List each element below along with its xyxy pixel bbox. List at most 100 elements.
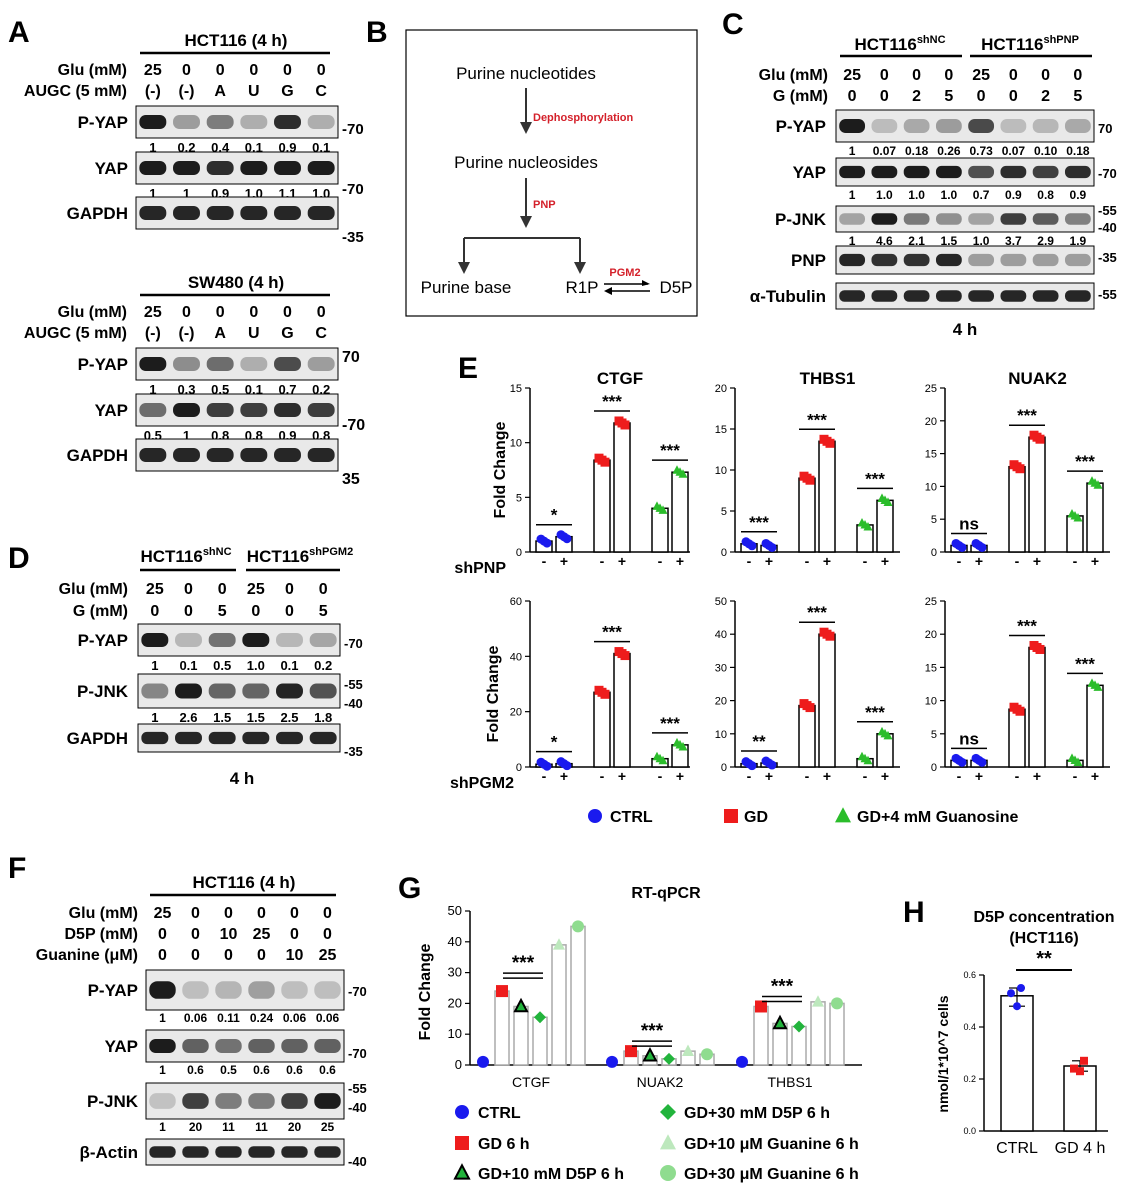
lane-value: 0 — [150, 603, 159, 620]
band — [215, 1093, 242, 1109]
band — [206, 402, 234, 418]
lane-value: 0 — [1009, 88, 1018, 105]
x-tick-label: + — [881, 768, 889, 784]
band — [1032, 213, 1059, 225]
x-tick-label: - — [600, 553, 605, 569]
quant-value: 2.5 — [280, 710, 298, 725]
data-point — [957, 542, 967, 552]
bar — [651, 507, 669, 553]
category-label: CTGF — [512, 1074, 550, 1090]
quant-value: 0.8 — [1037, 188, 1054, 202]
band — [149, 981, 176, 999]
lane-value: 0 — [323, 905, 332, 922]
quant-value: 1.0 — [941, 188, 958, 202]
arrowhead — [520, 216, 532, 228]
y-tick-label: 50 — [715, 596, 727, 608]
panel-label-c: C — [722, 8, 744, 41]
y-tick-label: 15 — [715, 424, 727, 436]
quant-value: 2.6 — [179, 710, 197, 725]
mw-marker: -55 — [1098, 287, 1117, 302]
quant-value: 1.0 — [247, 658, 265, 673]
panel-label-d: D — [8, 542, 30, 575]
band — [182, 1146, 209, 1158]
sig-label: ** — [1036, 948, 1052, 970]
quant-value: 0.3 — [177, 382, 195, 397]
band — [240, 205, 268, 221]
square-marker — [755, 1000, 767, 1013]
band — [935, 118, 962, 134]
blot-name: PNP — [791, 251, 826, 270]
bar — [551, 944, 567, 1066]
data-point — [477, 1055, 489, 1068]
mw-marker: -40 — [344, 696, 363, 711]
blot-background — [135, 438, 339, 472]
lane-value: C — [315, 325, 327, 342]
band — [1032, 290, 1059, 302]
mw-marker: -70 — [348, 984, 367, 999]
panel-f-title: HCT116 (4 h) — [193, 873, 296, 892]
y-tick-label: 40 — [510, 651, 522, 663]
data-point — [1015, 706, 1025, 716]
blot-background — [135, 347, 339, 381]
band — [173, 114, 200, 130]
quant-value: 1 — [159, 1063, 166, 1077]
band — [139, 114, 167, 130]
blot-P-YAP — [135, 105, 339, 139]
triangle-marker — [660, 1134, 676, 1150]
quant-value: 0.1 — [312, 140, 330, 155]
legend-marker — [835, 807, 851, 823]
band — [175, 632, 202, 648]
glu-label: Glu (mM) — [58, 62, 127, 79]
band — [839, 118, 866, 134]
circle-marker — [747, 761, 757, 771]
lane-value: 0 — [285, 603, 294, 620]
sig-label: ** — [752, 732, 766, 751]
sig-label: *** — [1075, 452, 1095, 471]
data-point — [1073, 757, 1083, 766]
lane-value: 0 — [191, 947, 200, 964]
blot-P-YAP — [145, 969, 345, 1011]
bar — [1028, 436, 1046, 553]
band — [968, 118, 995, 134]
lane-value: 0 — [257, 905, 266, 922]
blot-name: GAPDH — [67, 729, 128, 748]
quant-value: 0.6 — [319, 1063, 336, 1077]
band — [968, 213, 995, 225]
x-tick-label: - — [863, 768, 868, 784]
data-point — [812, 995, 824, 1007]
blot-name: P-YAP — [88, 981, 138, 1000]
x-tick-label: - — [542, 768, 547, 784]
square-marker — [1070, 1064, 1078, 1073]
band — [1000, 253, 1027, 267]
data-point — [1076, 1067, 1084, 1076]
band — [935, 290, 962, 302]
lane-value: 25 — [843, 67, 861, 84]
lane-value: 0 — [216, 304, 225, 321]
x-tick-label: - — [957, 768, 962, 784]
blot-α-Tubulin — [835, 282, 1095, 310]
data-point — [542, 761, 552, 771]
lane-value: 0 — [224, 947, 233, 964]
band — [182, 1093, 209, 1109]
band — [141, 632, 169, 648]
band — [871, 165, 898, 179]
pathway-base: Purine base — [421, 278, 512, 297]
sig-label: *** — [865, 469, 885, 488]
bar — [1008, 708, 1026, 768]
data-point — [1007, 989, 1015, 998]
band — [871, 213, 898, 225]
blot-P-JNK — [835, 205, 1095, 233]
band — [208, 632, 236, 648]
circle-marker — [562, 761, 572, 771]
bar — [1000, 995, 1034, 1132]
band — [141, 731, 169, 745]
y-tick-label: 0.0 — [963, 1126, 976, 1136]
band — [871, 253, 898, 267]
data-point — [600, 457, 610, 467]
diamond-marker — [660, 1104, 676, 1120]
x-tick-label: - — [600, 768, 605, 784]
group-shpgm2: HCT116shPGM2 — [247, 546, 353, 566]
mw-marker: -40 — [348, 1154, 367, 1169]
quant-value: 0.5 — [211, 382, 229, 397]
bar — [753, 1005, 769, 1066]
